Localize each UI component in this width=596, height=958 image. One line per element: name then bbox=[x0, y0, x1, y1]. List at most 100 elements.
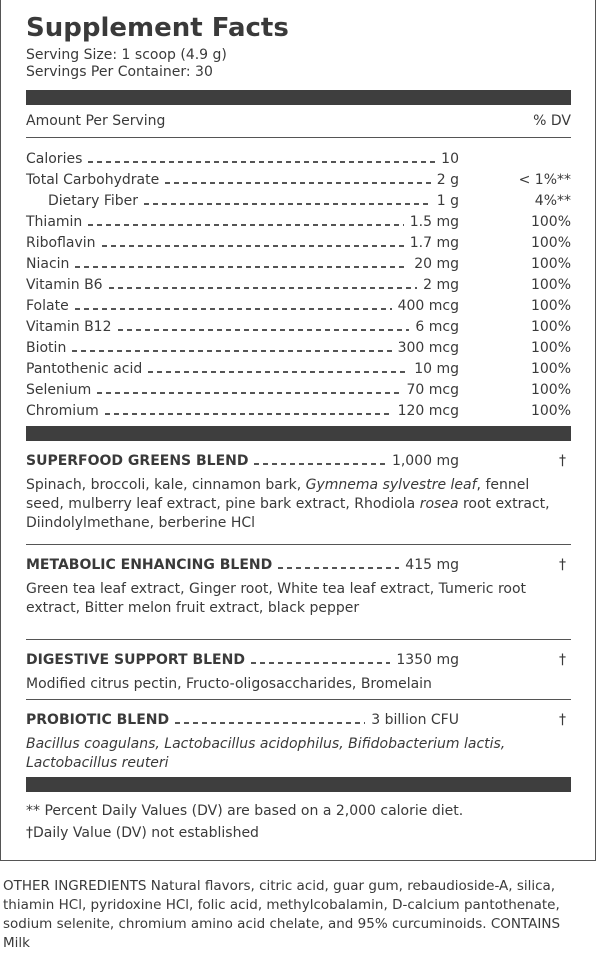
nutrient-name: Chromium bbox=[26, 403, 99, 419]
divider-bar bbox=[26, 777, 571, 792]
nutrient-name: Vitamin B6 bbox=[26, 277, 103, 293]
leader bbox=[250, 661, 391, 664]
nutrient-amount-cell: Calories 10 bbox=[26, 149, 459, 170]
nutrient-name: Selenium bbox=[26, 382, 92, 398]
ingredient-text: rosea bbox=[419, 496, 459, 512]
blend-amount: 1,000 mg bbox=[391, 453, 459, 469]
blend-header: SUPERFOOD GREENS BLEND 1,000 mg bbox=[26, 451, 459, 472]
leader bbox=[88, 223, 404, 226]
nutrient-dv: 100% bbox=[530, 298, 571, 314]
nutrient-dv: 100% bbox=[530, 382, 571, 398]
nutrient-dv: 100% bbox=[530, 235, 571, 251]
nutrient-amount: 70 mcg bbox=[406, 382, 460, 398]
nutrient-amount: 20 mg bbox=[414, 256, 459, 272]
nutrient-amount: 1.7 mg bbox=[409, 235, 459, 251]
nutrient-amount-cell: Vitamin B6 2 mg bbox=[26, 275, 459, 296]
nutrient-row: Pantothenic acid 10 mg 100% bbox=[26, 359, 571, 380]
nutrient-dv: 4%** bbox=[534, 193, 571, 209]
leader bbox=[165, 181, 431, 184]
leader bbox=[72, 349, 392, 352]
blend-section: DIGESTIVE SUPPORT BLEND 1350 mg † Modified … bbox=[26, 640, 571, 700]
nutrient-row: Vitamin B12 6 mcg 100% bbox=[26, 317, 571, 338]
ingredient-text: Modified citrus pectin, Fructo-oligosacc… bbox=[26, 676, 432, 692]
divider-bar bbox=[26, 90, 571, 105]
nutrient-dv: 100% bbox=[530, 277, 571, 293]
nutrient-row: Thiamin 1.5 mg 100% bbox=[26, 212, 571, 233]
leader bbox=[148, 370, 409, 373]
blend-section: METABOLIC ENHANCING BLEND 415 mg † Green te… bbox=[26, 545, 571, 640]
nutrient-amount: 2 g bbox=[436, 172, 459, 188]
nutrient-row: Selenium 70 mcg 100% bbox=[26, 380, 571, 401]
nutrient-name: Niacin bbox=[26, 256, 70, 272]
nutrient-amount: 1.5 mg bbox=[409, 214, 459, 230]
dagger: † bbox=[559, 652, 566, 668]
column-header: Amount Per Serving % DV bbox=[26, 105, 571, 138]
blend-name: SUPERFOOD GREENS BLEND bbox=[26, 453, 249, 469]
nutrient-row: Dietary Fiber 1 g 4%** bbox=[26, 191, 571, 212]
blend-section: SUPERFOOD GREENS BLEND 1,000 mg † Spinach, … bbox=[26, 441, 571, 545]
blend-row: SUPERFOOD GREENS BLEND 1,000 mg † bbox=[26, 451, 571, 472]
title: Supplement Facts bbox=[26, 13, 289, 43]
nutrient-amount-cell: Total Carbohydrate 2 g bbox=[26, 170, 459, 191]
nutrient-list: Calories 10 Total Carbohydrate 2 g < 1%** Die… bbox=[26, 149, 571, 422]
nutrient-amount: 6 mcg bbox=[415, 319, 459, 335]
leader bbox=[108, 286, 418, 289]
divider-bar bbox=[26, 426, 571, 441]
dagger: † bbox=[559, 453, 566, 469]
nutrient-amount-cell: Chromium 120 mcg bbox=[26, 401, 459, 422]
nutrient-row: Calories 10 bbox=[26, 149, 571, 170]
nutrient-amount: 2 mg bbox=[423, 277, 459, 293]
nutrient-row: Riboflavin 1.7 mg 100% bbox=[26, 233, 571, 254]
footnote-text: Daily Value (DV) not established bbox=[33, 825, 259, 841]
nutrient-amount-cell: Riboflavin 1.7 mg bbox=[26, 233, 459, 254]
leader bbox=[144, 202, 431, 205]
nutrient-amount-cell: Dietary Fiber 1 g bbox=[26, 191, 459, 212]
blend-row: PROBIOTIC BLEND 3 billion CFU † bbox=[26, 710, 571, 731]
blend-header: PROBIOTIC BLEND 3 billion CFU bbox=[26, 710, 459, 731]
dagger: † bbox=[559, 557, 566, 573]
blend-ingredients: Spinach, broccoli, kale, cinnamon bark, … bbox=[26, 476, 571, 533]
nutrient-row: Vitamin B6 2 mg 100% bbox=[26, 275, 571, 296]
ingredient-text: Gymnema sylvestre leaf bbox=[305, 477, 477, 493]
leader bbox=[75, 265, 409, 268]
blend-header: METABOLIC ENHANCING BLEND 415 mg bbox=[26, 555, 459, 576]
dv-header: % DV bbox=[533, 113, 571, 129]
nutrient-name: Calories bbox=[26, 151, 83, 167]
nutrient-name: Biotin bbox=[26, 340, 67, 356]
nutrient-row: Folate 400 mcg 100% bbox=[26, 296, 571, 317]
ingredient-text: root extract, Diindolylmethane, berberin… bbox=[26, 496, 550, 531]
leader bbox=[74, 307, 392, 310]
blend-name: DIGESTIVE SUPPORT BLEND bbox=[26, 652, 245, 668]
blend-ingredients: Green tea leaf extract, Ginger root, Whi… bbox=[26, 580, 571, 618]
leader bbox=[88, 160, 436, 163]
nutrient-name: Total Carbohydrate bbox=[26, 172, 160, 188]
leader bbox=[104, 412, 392, 415]
ingredient-text: Bacillus coagulans, Lactobacillus acidop… bbox=[26, 736, 506, 771]
nutrient-dv: 100% bbox=[530, 403, 571, 419]
nutrient-amount: 400 mcg bbox=[397, 298, 459, 314]
nutrient-dv: 100% bbox=[530, 340, 571, 356]
nutrient-amount-cell: Pantothenic acid 10 mg bbox=[26, 359, 459, 380]
servings-per-container: Servings Per Container: 30 bbox=[26, 64, 213, 80]
nutrient-row: Niacin 20 mg 100% bbox=[26, 254, 571, 275]
facts-panel: Supplement Facts Serving Size: 1 scoop (… bbox=[0, 0, 596, 861]
nutrient-name: Riboflavin bbox=[26, 235, 96, 251]
leader bbox=[278, 566, 400, 569]
nutrient-name: Vitamin B12 bbox=[26, 319, 112, 335]
blend-ingredients: Modified citrus pectin, Fructo-oligosacc… bbox=[26, 675, 571, 694]
blend-amount: 1350 mg bbox=[396, 652, 459, 668]
nutrient-name: Thiamin bbox=[26, 214, 83, 230]
blend-ingredients: Bacillus coagulans, Lactobacillus acidop… bbox=[26, 735, 571, 773]
blend-name: METABOLIC ENHANCING BLEND bbox=[26, 557, 273, 573]
nutrient-row: Biotin 300 mcg 100% bbox=[26, 338, 571, 359]
nutrient-amount-cell: Thiamin 1.5 mg bbox=[26, 212, 459, 233]
nutrient-name: Folate bbox=[26, 298, 69, 314]
nutrient-amount-cell: Niacin 20 mg bbox=[26, 254, 459, 275]
nutrient-dv: 100% bbox=[530, 256, 571, 272]
amount-header: Amount Per Serving bbox=[26, 113, 166, 129]
other-ingredients: OTHER INGREDIENTS Natural flavors, citri… bbox=[3, 878, 561, 951]
nutrient-amount: 120 mcg bbox=[397, 403, 459, 419]
leader bbox=[101, 244, 404, 247]
ingredient-text: Green tea leaf extract, Ginger root, Whi… bbox=[26, 581, 527, 616]
dagger: † bbox=[559, 712, 566, 728]
